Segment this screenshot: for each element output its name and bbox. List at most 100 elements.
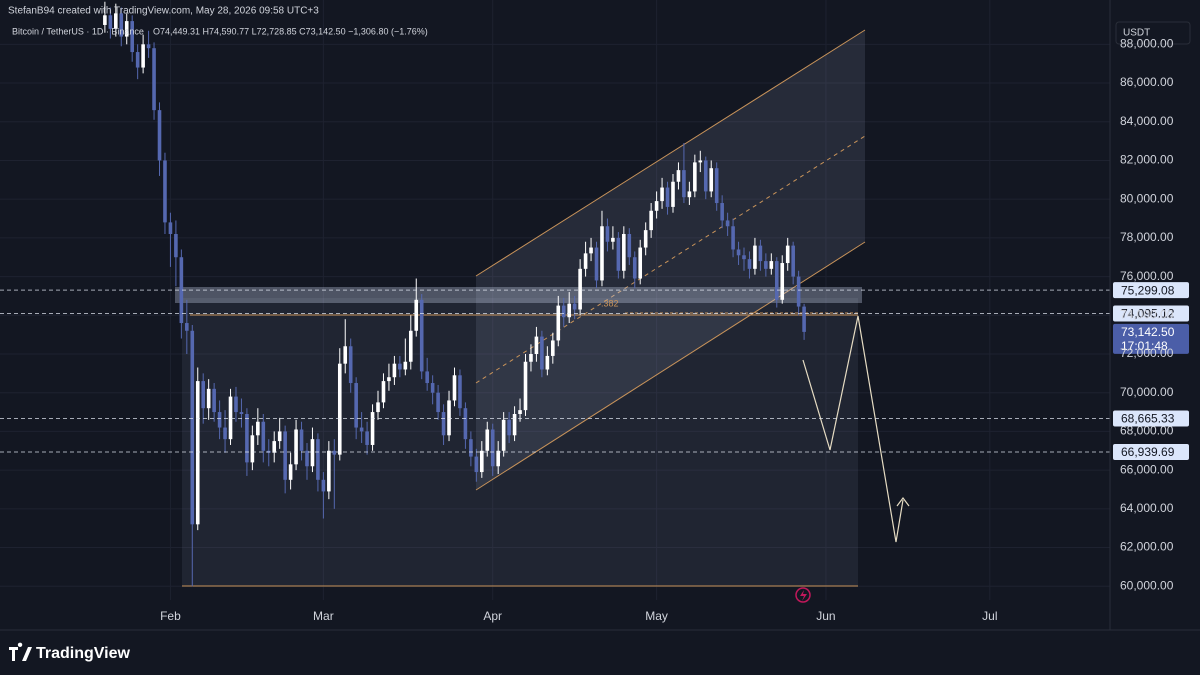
candle-body [234, 396, 238, 413]
candle-body [452, 375, 457, 401]
zone-band [175, 287, 862, 303]
candle-body [742, 255, 746, 260]
level-price-box [1113, 282, 1189, 299]
candle-body [687, 191, 692, 198]
candle-body [632, 257, 637, 279]
y-tick-label: 88,000.00 [1120, 36, 1174, 50]
event-bolt [800, 590, 807, 601]
candle-body [567, 303, 572, 318]
candle-body [540, 336, 544, 370]
level-price-box [1113, 443, 1189, 460]
currency: USDT [1123, 28, 1150, 39]
x-tick-label: May [645, 609, 668, 623]
candle-body [545, 355, 550, 370]
candle-body [403, 361, 408, 370]
countdown: 17:01:48 [1121, 339, 1168, 353]
candle-body [714, 168, 719, 204]
candle-body [206, 388, 211, 409]
candle-body [693, 162, 697, 192]
candle-body [387, 377, 391, 382]
y-tick-label: 78,000.00 [1120, 230, 1174, 244]
candle-body [316, 439, 320, 480]
candle-body [523, 361, 528, 411]
candle-body [703, 160, 708, 192]
candle-body [774, 261, 779, 300]
candle-body [114, 13, 118, 29]
candle-body [430, 383, 435, 393]
candle-body [589, 247, 593, 254]
candle-body [146, 44, 151, 49]
candle-body [496, 450, 500, 467]
candle-body [551, 340, 555, 356]
candle-body [348, 346, 353, 384]
y-tick-label: 80,000.00 [1120, 191, 1174, 205]
projection-path [802, 315, 904, 543]
last-price-label: 73,142.50 [1121, 325, 1175, 339]
candle-body [223, 427, 227, 440]
candle-body [245, 414, 249, 463]
candle-body [769, 261, 774, 269]
level-price-box [1113, 410, 1189, 427]
candle-body [556, 305, 561, 341]
candle-body [108, 15, 113, 29]
candle-body [671, 181, 675, 207]
candle-body [731, 226, 735, 250]
candle-body [436, 392, 440, 413]
candle-body [753, 245, 757, 269]
level-price-label: 66,939.69 [1121, 445, 1175, 459]
candle-body [124, 21, 129, 37]
candle-body [321, 479, 326, 492]
candle-body [485, 429, 490, 451]
candle-body [622, 234, 626, 271]
candle-body [698, 160, 703, 163]
candle-body [501, 419, 506, 451]
y-tick-label: 82,000.00 [1120, 153, 1174, 167]
candle-body [747, 259, 752, 269]
candle-body [376, 402, 380, 413]
x-tick-label: Jun [816, 609, 835, 623]
candle-body [764, 261, 768, 269]
candle-body [425, 371, 429, 384]
candle-body [583, 253, 588, 269]
candle-body [277, 431, 282, 442]
candle-body [627, 234, 632, 258]
x-tick-label: Jul [982, 609, 997, 623]
currency-box[interactable] [1115, 21, 1191, 45]
credit: StefanB94 created with TradingView.com, … [8, 6, 319, 17]
candle-body [288, 464, 293, 480]
candle-body [709, 168, 714, 192]
candle-body [239, 412, 244, 414]
y-tick-label: 72,000.00 [1120, 346, 1174, 360]
candle-body [474, 456, 479, 473]
candle-body [157, 110, 162, 161]
candle-body [212, 388, 216, 413]
candle-body [534, 336, 539, 354]
candle-body [261, 421, 266, 451]
brand-name: TradingView [36, 645, 131, 662]
candle-body [654, 201, 659, 211]
candle-body [168, 222, 173, 234]
candle-body [135, 52, 140, 68]
channel-fill [476, 30, 865, 490]
brand-logo: TradingView [9, 642, 131, 662]
candle-body [785, 245, 790, 264]
y-tick-label: 84,000.00 [1120, 114, 1174, 128]
candle-body [365, 431, 369, 445]
candle-body [512, 414, 517, 436]
candle-body [665, 187, 670, 207]
candle-body [370, 412, 375, 445]
candle-body [638, 247, 643, 279]
level-price-box [1113, 305, 1189, 322]
y-tick-label: 62,000.00 [1120, 540, 1174, 554]
event-icon[interactable] [795, 587, 811, 603]
candle-body [791, 245, 795, 277]
candle-body [682, 170, 686, 198]
y-tick-label: 66,000.00 [1120, 462, 1174, 476]
levels: 75,299.08 74,095.12 68,665.33 66,939.69 73,1… [0, 282, 1189, 460]
candle-body [463, 408, 468, 440]
candle-body [480, 450, 484, 473]
candle-body [359, 427, 364, 432]
candle-body [802, 306, 806, 332]
candle-body [381, 381, 386, 403]
candle-body [272, 441, 277, 453]
